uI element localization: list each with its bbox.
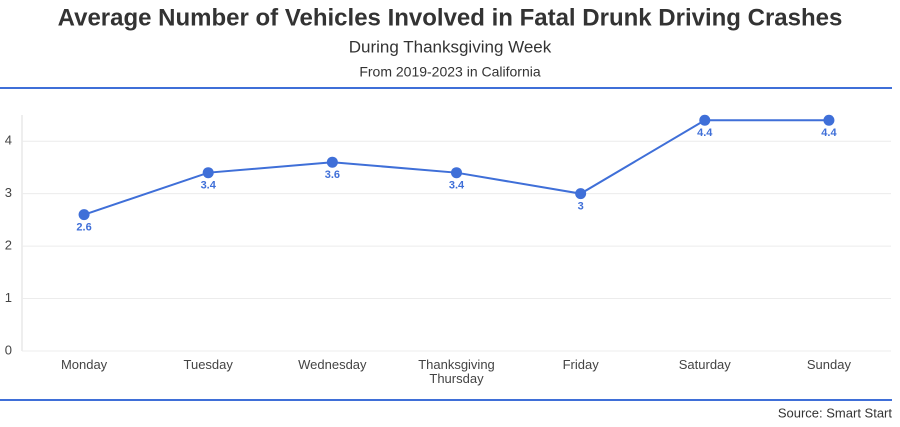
point xyxy=(823,114,835,126)
chart-title: Average Number of Vehicles Involved in F… xyxy=(58,4,843,31)
x-tick-label: Tuesday xyxy=(183,357,233,372)
chart-subtitle: From 2019-2023 in California xyxy=(359,64,541,80)
point xyxy=(575,188,587,200)
data-label: 3.6 xyxy=(325,169,340,181)
x-tick-label: Sunday xyxy=(806,357,851,372)
x-tick-label: Thanksgiving Thursday xyxy=(418,357,495,386)
chart-subtitle: During Thanksgiving Week xyxy=(349,37,552,56)
data-label: 3.4 xyxy=(201,180,217,192)
y-tick-label: 1 xyxy=(5,290,12,305)
point xyxy=(699,114,711,126)
data-label: 3 xyxy=(578,201,584,213)
point xyxy=(326,156,338,168)
x-tick-label: Saturday xyxy=(678,357,731,372)
x-tick-label: Wednesday xyxy=(298,357,367,372)
source: Source: Smart Start xyxy=(778,405,893,420)
y-tick-label: 0 xyxy=(5,342,12,357)
x-tick-label: Monday xyxy=(60,357,108,372)
data-label: 2.6 xyxy=(76,222,91,234)
point xyxy=(451,167,462,179)
data-label: 3.4 xyxy=(449,180,465,192)
y-tick-label: 3 xyxy=(5,185,12,200)
y-tick-label: 4 xyxy=(5,133,12,148)
y-tick-label: 2 xyxy=(5,238,12,253)
point xyxy=(78,209,90,221)
data-label: 4.4 xyxy=(821,127,837,139)
data-label: 4.4 xyxy=(697,127,713,139)
point xyxy=(202,167,214,179)
x-tick-label: Friday xyxy=(562,357,599,372)
